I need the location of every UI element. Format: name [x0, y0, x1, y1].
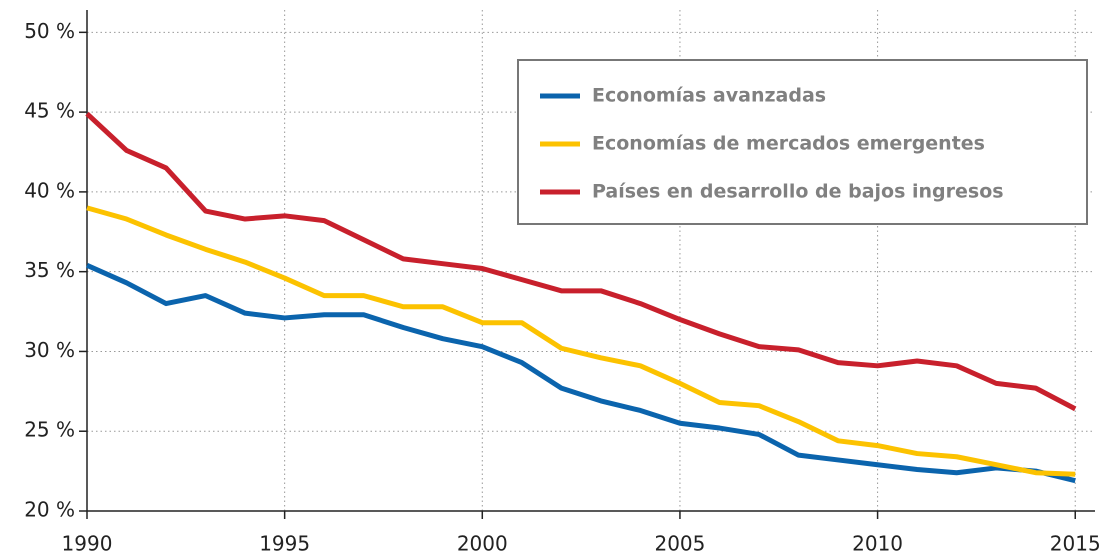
y-tick-label: 40 % — [24, 178, 75, 202]
y-tick-label: 25 % — [24, 418, 75, 442]
y-tick-label: 30 % — [24, 338, 75, 362]
y-tick-label: 35 % — [24, 258, 75, 282]
x-tick-label: 2010 — [852, 532, 903, 556]
x-tick-label: 2000 — [457, 532, 508, 556]
legend-box — [517, 59, 1088, 225]
legend-label: Economías avanzadas — [592, 85, 826, 107]
y-tick-label: 45 % — [24, 99, 75, 123]
y-tick-label: 20 % — [24, 498, 75, 522]
legend-label: Economías de mercados emergentes — [592, 133, 985, 155]
legend-label: Países en desarrollo de bajos ingresos — [592, 181, 1004, 203]
x-tick-label: 1995 — [259, 532, 310, 556]
x-tick-label: 2005 — [654, 532, 705, 556]
y-tick-label: 50 % — [24, 19, 75, 43]
legend: Economías avanzadas Economías de mercados… — [517, 59, 1088, 225]
line — [85, 263, 1076, 484]
line — [86, 205, 1076, 477]
x-tick-label: 1990 — [62, 532, 113, 556]
line — [85, 111, 1077, 412]
x-tick-label: 2015 — [1050, 532, 1101, 556]
